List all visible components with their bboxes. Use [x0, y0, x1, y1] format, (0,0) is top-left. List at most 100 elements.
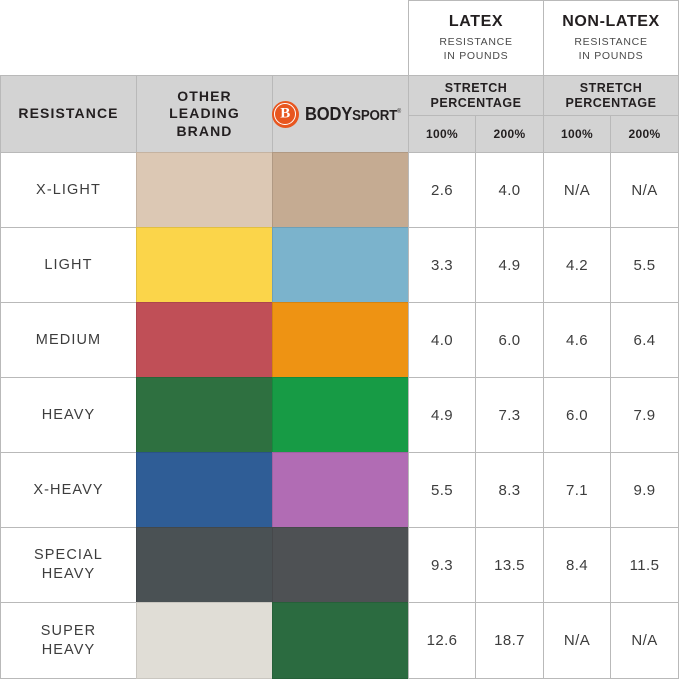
header-latex-sub-line1: RESISTANCE [439, 36, 513, 49]
table-row-label: MEDIUM [0, 302, 137, 378]
row-latex-200-value: 13.5 [475, 527, 544, 603]
header-latex-title: LATEX [448, 12, 504, 30]
row-nonlatex-100-value: 4.2 [543, 227, 611, 303]
value-text: 2.6 [430, 181, 454, 199]
header-latex-stretch-line2: PERCENTAGE [430, 95, 522, 110]
row-nonlatex-200-value: 7.9 [610, 377, 679, 453]
value-text: 12.6 [426, 632, 458, 649]
row-resistance-label: MEDIUM [35, 331, 102, 348]
table-row-label: SUPER HEAVY [0, 602, 137, 679]
value-text: 13.5 [494, 556, 525, 574]
value-text: 5.5 [430, 481, 454, 499]
value-text: 4.0 [430, 331, 454, 349]
row-latex-100-value: 9.3 [408, 527, 476, 603]
header-nonlatex-stretch-line1: STRETCH [579, 80, 643, 95]
bodysport-circle-b-icon: B [271, 100, 299, 128]
header-latex-200: 200% [475, 115, 544, 153]
value-text: 7.9 [633, 406, 656, 424]
header-latex-sub-line2: IN POUNDS [443, 49, 509, 62]
row-bodysport-swatch [272, 302, 409, 378]
row-resistance-label: HEAVY [41, 406, 96, 423]
table-row-label: X-LIGHT [0, 152, 137, 228]
row-nonlatex-200-value: 11.5 [610, 527, 679, 603]
header-nonlatex-200-label: 200% [628, 127, 661, 141]
value-text: 7.1 [565, 481, 589, 499]
row-latex-200-value: 4.9 [475, 227, 544, 303]
value-text: 4.9 [430, 406, 454, 424]
bodysport-logo: B BODYSPORT® [271, 100, 409, 128]
row-latex-100-value: 3.3 [408, 227, 476, 303]
table-row-label: LIGHT [0, 227, 137, 303]
row-bodysport-swatch [272, 227, 409, 303]
table-row-label: SPECIAL HEAVY [0, 527, 137, 603]
table-row-label: X-HEAVY [0, 452, 137, 528]
row-nonlatex-200-value: N/A [610, 152, 679, 228]
value-text: 11.5 [629, 556, 660, 574]
row-other-brand-swatch [136, 227, 273, 303]
row-other-brand-swatch [136, 377, 273, 453]
header-latex-stretch: STRETCH PERCENTAGE [408, 75, 544, 116]
row-nonlatex-200-value: N/A [610, 602, 679, 679]
row-bodysport-swatch [272, 527, 409, 603]
row-bodysport-swatch [272, 152, 409, 228]
value-text: 9.9 [633, 481, 656, 499]
value-text: 7.3 [498, 406, 521, 424]
value-text: 8.4 [565, 556, 589, 574]
row-nonlatex-100-value: 6.0 [543, 377, 611, 453]
row-latex-100-value: 4.9 [408, 377, 476, 453]
header-resistance-column: RESISTANCE [0, 75, 137, 153]
row-bodysport-swatch [272, 602, 409, 679]
row-resistance-label-line2: HEAVY [41, 566, 96, 582]
header-nonlatex-100-label: 100% [561, 127, 593, 141]
value-text: 18.7 [494, 632, 525, 649]
row-bodysport-swatch [272, 452, 409, 528]
value-text: N/A [563, 181, 591, 199]
header-bodysport-brand: B BODYSPORT® [271, 75, 409, 153]
row-other-brand-swatch [136, 602, 273, 679]
value-text: 8.3 [498, 481, 521, 499]
value-text: 4.2 [565, 256, 589, 274]
header-nonlatex-title: NON-LATEX [562, 12, 660, 30]
row-resistance-label: X-HEAVY [33, 481, 104, 498]
header-other-brand-line3: BRAND [176, 122, 233, 139]
value-text: 6.4 [633, 331, 656, 349]
header-nonlatex-200: 200% [610, 115, 679, 153]
header-nonlatex-sub-line2: IN POUNDS [578, 49, 644, 62]
header-latex-100-label: 100% [426, 127, 458, 141]
row-other-brand-swatch [136, 152, 273, 228]
row-latex-200-value: 8.3 [475, 452, 544, 528]
value-text: 6.0 [565, 406, 589, 424]
bodysport-word-body: BODY [304, 103, 352, 124]
row-other-brand-swatch [136, 302, 273, 378]
row-nonlatex-100-value: N/A [543, 602, 611, 679]
header-latex-200-label: 200% [493, 127, 526, 141]
header-nonlatex-stretch: STRETCH PERCENTAGE [543, 75, 679, 116]
header-nonlatex-group: NON-LATEX RESISTANCE IN POUNDS [543, 0, 679, 76]
row-nonlatex-100-value: N/A [543, 152, 611, 228]
value-text: 3.3 [430, 256, 454, 274]
row-latex-200-value: 18.7 [475, 602, 544, 679]
row-nonlatex-100-value: 4.6 [543, 302, 611, 378]
row-other-brand-swatch [136, 527, 273, 603]
header-nonlatex-sub-line1: RESISTANCE [574, 36, 648, 49]
row-bodysport-swatch [272, 377, 409, 453]
bodysport-word-sport: SPORT [351, 107, 397, 124]
row-nonlatex-100-value: 8.4 [543, 527, 611, 603]
header-nonlatex-100: 100% [543, 115, 611, 153]
row-latex-200-value: 6.0 [475, 302, 544, 378]
value-text: 9.3 [430, 556, 454, 574]
header-resistance-label: RESISTANCE [18, 105, 119, 122]
row-resistance-label-line1: SUPER [40, 622, 97, 639]
header-latex-stretch-line1: STRETCH [444, 80, 508, 95]
bodysport-wordmark: BODYSPORT® [305, 104, 401, 125]
row-latex-200-value: 7.3 [475, 377, 544, 453]
row-resistance-label-line1: SPECIAL [34, 547, 103, 564]
row-nonlatex-200-value: 9.9 [610, 452, 679, 528]
header-other-leading-brand: OTHER LEADING BRAND [136, 75, 273, 153]
value-text: 6.0 [498, 331, 521, 349]
header-nonlatex-stretch-line2: PERCENTAGE [565, 95, 657, 110]
row-nonlatex-100-value: 7.1 [543, 452, 611, 528]
row-nonlatex-200-value: 6.4 [610, 302, 679, 378]
row-resistance-label-line2: HEAVY [41, 641, 96, 658]
